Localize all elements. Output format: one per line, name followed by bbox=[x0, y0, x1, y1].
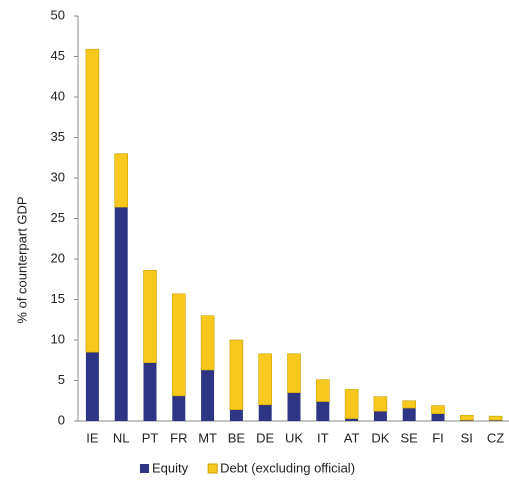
bar-segment bbox=[315, 379, 330, 402]
bar-segment bbox=[200, 315, 215, 371]
bar-segment bbox=[402, 400, 417, 409]
bar-segment bbox=[345, 418, 359, 421]
bar-segment bbox=[143, 362, 157, 421]
y-tick-label: 45 bbox=[51, 48, 65, 63]
y-axis-label: % of counterpart GDP bbox=[14, 196, 29, 323]
y-tick-label: 5 bbox=[58, 372, 65, 387]
bar-segment bbox=[431, 413, 445, 421]
y-tick-label: 30 bbox=[51, 169, 65, 184]
x-tick-label: PT bbox=[142, 430, 159, 445]
bar-segment bbox=[172, 293, 186, 397]
bar-segment bbox=[229, 339, 244, 410]
legend-swatch bbox=[207, 463, 218, 474]
bar-segment bbox=[114, 207, 128, 421]
y-tick-label: 40 bbox=[51, 88, 65, 103]
y-tick-label: 10 bbox=[51, 331, 65, 346]
y-tick-label: 50 bbox=[51, 7, 65, 22]
bar-segment bbox=[373, 411, 387, 421]
bar-segment bbox=[287, 392, 301, 421]
x-tick-label: DE bbox=[256, 430, 274, 445]
bar-segment bbox=[258, 353, 273, 406]
legend-label: Debt (excluding official) bbox=[220, 460, 355, 475]
legend-swatch bbox=[140, 464, 149, 473]
x-tick-label: FR bbox=[170, 430, 187, 445]
bar-segment bbox=[489, 420, 503, 421]
y-tick-label: 15 bbox=[51, 291, 65, 306]
bar-segment bbox=[258, 404, 272, 421]
x-tick-label: UK bbox=[285, 430, 303, 445]
bar-segment bbox=[143, 270, 157, 363]
x-tick-label: MT bbox=[198, 430, 217, 445]
legend-label: Equity bbox=[152, 460, 189, 475]
bar-segment bbox=[316, 401, 330, 421]
bar-segment bbox=[172, 395, 186, 421]
bar-segment bbox=[402, 408, 416, 421]
x-tick-label: IT bbox=[317, 430, 329, 445]
x-tick-label: IE bbox=[86, 430, 99, 445]
x-tick-label: DK bbox=[371, 430, 389, 445]
x-tick-label: CZ bbox=[487, 430, 504, 445]
bar-segment bbox=[373, 396, 388, 412]
bar-segment bbox=[287, 353, 301, 393]
y-tick-label: 0 bbox=[58, 412, 65, 427]
bar-segment bbox=[488, 415, 503, 421]
y-tick-label: 35 bbox=[51, 129, 65, 144]
bar-segment bbox=[85, 352, 99, 421]
bar-segment bbox=[459, 415, 474, 421]
y-tick-label: 25 bbox=[51, 210, 65, 225]
bar-segment bbox=[114, 153, 128, 208]
bar-segment bbox=[344, 389, 359, 419]
x-tick-label: BE bbox=[228, 430, 246, 445]
bar-segment bbox=[85, 48, 100, 353]
x-tick-label: FI bbox=[432, 430, 444, 445]
x-tick-label: AT bbox=[344, 430, 360, 445]
x-tick-label: SI bbox=[461, 430, 473, 445]
bar-segment bbox=[460, 420, 474, 421]
x-tick-label: SE bbox=[401, 430, 419, 445]
y-tick-label: 20 bbox=[51, 250, 65, 265]
x-tick-label: NL bbox=[113, 430, 130, 445]
bar-segment bbox=[431, 405, 445, 415]
bar-segment bbox=[201, 369, 215, 421]
bar-segment bbox=[229, 409, 243, 421]
